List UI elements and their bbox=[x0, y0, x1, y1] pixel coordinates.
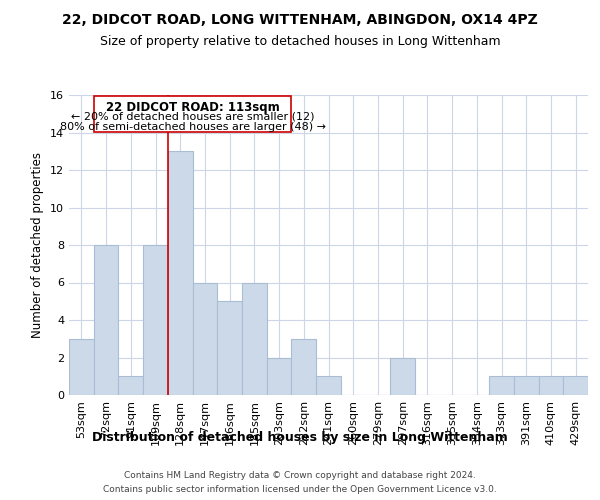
Y-axis label: Number of detached properties: Number of detached properties bbox=[31, 152, 44, 338]
Bar bbox=[143, 245, 168, 395]
Bar bbox=[94, 245, 118, 395]
Text: Contains public sector information licensed under the Open Government Licence v3: Contains public sector information licen… bbox=[103, 484, 497, 494]
Text: 80% of semi-detached houses are larger (48) →: 80% of semi-detached houses are larger (… bbox=[60, 122, 326, 132]
Text: 22, DIDCOT ROAD, LONG WITTENHAM, ABINGDON, OX14 4PZ: 22, DIDCOT ROAD, LONG WITTENHAM, ABINGDO… bbox=[62, 12, 538, 26]
Bar bbox=[69, 339, 94, 395]
Text: Contains HM Land Registry data © Crown copyright and database right 2024.: Contains HM Land Registry data © Crown c… bbox=[124, 472, 476, 480]
Bar bbox=[514, 376, 539, 395]
Bar bbox=[118, 376, 143, 395]
Text: 22 DIDCOT ROAD: 113sqm: 22 DIDCOT ROAD: 113sqm bbox=[106, 100, 280, 114]
Bar bbox=[267, 358, 292, 395]
Bar bbox=[242, 282, 267, 395]
Bar bbox=[390, 358, 415, 395]
Bar bbox=[316, 376, 341, 395]
Bar bbox=[292, 339, 316, 395]
Bar bbox=[539, 376, 563, 395]
Bar bbox=[489, 376, 514, 395]
Bar bbox=[168, 152, 193, 395]
Text: Distribution of detached houses by size in Long Wittenham: Distribution of detached houses by size … bbox=[92, 431, 508, 444]
Text: Size of property relative to detached houses in Long Wittenham: Size of property relative to detached ho… bbox=[100, 35, 500, 48]
FancyBboxPatch shape bbox=[94, 96, 292, 132]
Bar bbox=[193, 282, 217, 395]
Bar bbox=[217, 301, 242, 395]
Bar bbox=[563, 376, 588, 395]
Text: ← 20% of detached houses are smaller (12): ← 20% of detached houses are smaller (12… bbox=[71, 112, 314, 122]
